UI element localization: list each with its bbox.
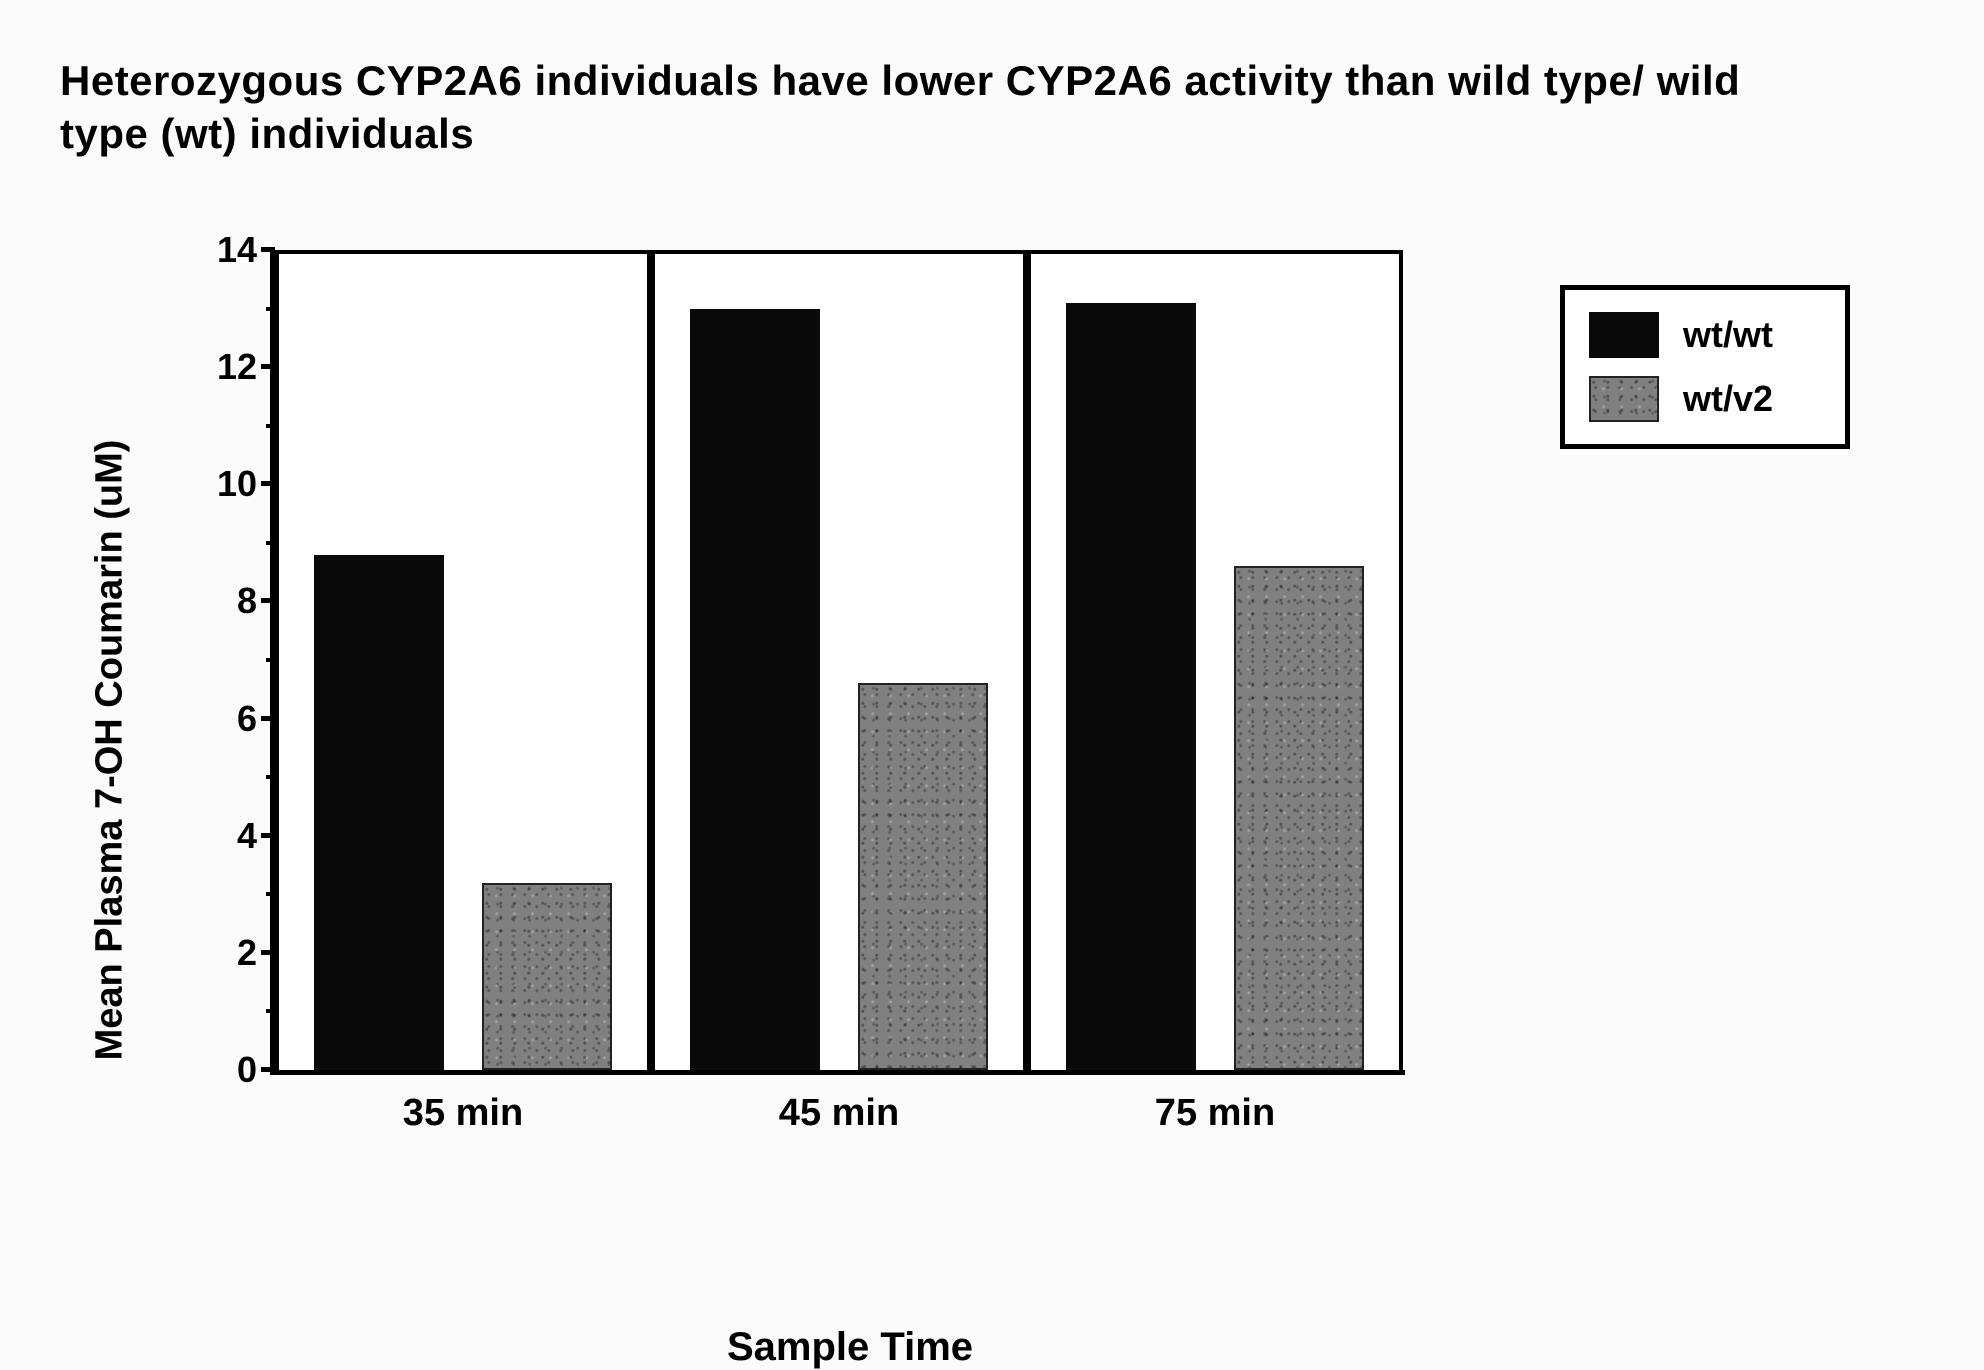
y-axis-label: Mean Plasma 7-OH Coumarin (uM) [89, 440, 132, 1061]
page: Heterozygous CYP2A6 individuals have low… [0, 0, 1984, 1357]
bar-wtv2 [858, 683, 988, 1070]
y-tick-mark [261, 833, 275, 838]
y-tick-mark [261, 716, 275, 721]
bar-wtwt [314, 555, 444, 1070]
y-tick-label: 2 [237, 932, 257, 974]
y-tick-mark [261, 247, 275, 252]
legend: wt/wt wt/v2 [1560, 285, 1850, 449]
y-minor-tick [266, 541, 275, 545]
y-tick-mark [261, 364, 275, 369]
y-minor-tick [266, 1009, 275, 1013]
y-tick-label: 4 [237, 815, 257, 857]
legend-swatch-icon [1589, 376, 1659, 422]
y-minor-tick [266, 658, 275, 662]
plot-area: 0246810121435 min45 min75 min [270, 250, 1405, 1075]
chart-title: Heterozygous CYP2A6 individuals have low… [60, 55, 1760, 160]
y-minor-tick [266, 307, 275, 311]
y-minor-tick [266, 775, 275, 779]
x-tick-label: 35 min [403, 1092, 523, 1135]
y-tick-label: 12 [217, 346, 257, 388]
y-tick-label: 8 [237, 580, 257, 622]
y-tick-mark [261, 950, 275, 955]
bar-wtv2 [482, 883, 612, 1070]
legend-label: wt/wt [1683, 314, 1773, 356]
legend-item: wt/v2 [1589, 376, 1821, 422]
y-tick-mark [261, 1067, 275, 1072]
bar-wtwt [690, 309, 820, 1070]
y-minor-tick [266, 892, 275, 896]
x-tick-label: 75 min [1155, 1092, 1275, 1135]
x-axis-label: Sample Time [727, 1325, 973, 1370]
chart: Mean Plasma 7-OH Coumarin (uM) 024681012… [150, 250, 1550, 1250]
legend-item: wt/wt [1589, 312, 1821, 358]
y-tick-mark [261, 598, 275, 603]
x-tick-label: 45 min [779, 1092, 899, 1135]
bar-wtwt [1066, 303, 1196, 1070]
bar-wtv2 [1234, 566, 1364, 1070]
y-tick-label: 10 [217, 463, 257, 505]
legend-swatch-icon [1589, 312, 1659, 358]
legend-label: wt/v2 [1683, 378, 1773, 420]
y-tick-label: 0 [237, 1049, 257, 1091]
y-tick-mark [261, 481, 275, 486]
y-tick-label: 6 [237, 698, 257, 740]
y-minor-tick [266, 424, 275, 428]
y-tick-label: 14 [217, 229, 257, 271]
